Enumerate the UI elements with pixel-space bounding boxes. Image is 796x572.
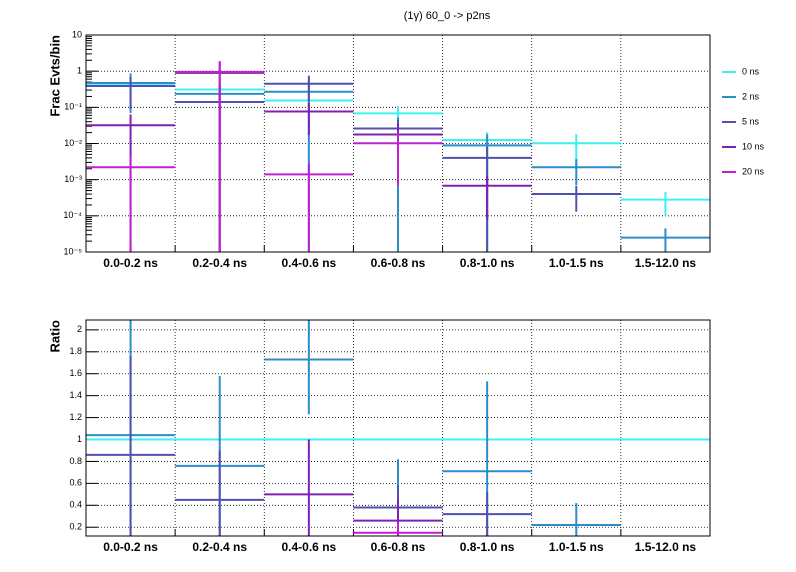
x-tick-label: 0.6-0.8 ns bbox=[371, 256, 426, 270]
y-tick-label: 1 bbox=[77, 434, 82, 444]
x-tick-label: 0.6-0.8 ns bbox=[371, 540, 426, 554]
plot-area bbox=[86, 61, 710, 252]
y-axis-label: Frac Evts/bin bbox=[47, 35, 62, 117]
y-tick-label: 10⁻³ bbox=[64, 174, 82, 184]
y-tick-label: 0.8 bbox=[69, 456, 82, 466]
plot-area bbox=[86, 320, 710, 536]
legend-label: 0 ns bbox=[742, 66, 760, 76]
frame bbox=[85, 319, 711, 537]
y-tick-label: 0.2 bbox=[69, 522, 82, 532]
frame bbox=[85, 34, 711, 253]
y-axis-label: Ratio bbox=[47, 320, 62, 353]
legend-label: 20 ns bbox=[742, 166, 765, 176]
y-tick-label: 10⁻² bbox=[64, 138, 82, 148]
x-tick-label: 1.5-12.0 ns bbox=[635, 540, 697, 554]
y-tick-label: 10⁻¹ bbox=[64, 102, 82, 112]
x-tick-label: 0.8-1.0 ns bbox=[460, 256, 515, 270]
x-tick-label: 0.8-1.0 ns bbox=[460, 540, 515, 554]
x-tick-label: 0.2-0.4 ns bbox=[192, 540, 247, 554]
y-tick-label: 1 bbox=[77, 66, 82, 76]
chart-title: (1γ) 60_0 -> p2ns bbox=[404, 10, 491, 22]
legend-label: 5 ns bbox=[742, 116, 760, 126]
x-tick-label: 0.4-0.6 ns bbox=[282, 540, 337, 554]
y-tick-label: 1.6 bbox=[69, 368, 82, 378]
y-tick-label: 1.2 bbox=[69, 412, 82, 422]
y-tick-label: 10⁻⁴ bbox=[63, 210, 82, 220]
x-tick-label: 1.0-1.5 ns bbox=[549, 540, 604, 554]
x-tick-label: 0.0-0.2 ns bbox=[103, 256, 158, 270]
x-tick-label: 0.0-0.2 ns bbox=[103, 540, 158, 554]
y-tick-label: 10⁻⁵ bbox=[64, 246, 83, 256]
y-tick-label: 1.8 bbox=[69, 346, 82, 356]
x-tick-label: 0.4-0.6 ns bbox=[282, 256, 337, 270]
y-tick-label: 2 bbox=[77, 324, 82, 334]
y-tick-label: 1.4 bbox=[69, 390, 82, 400]
y-tick-label: 10 bbox=[72, 29, 82, 39]
y-tick-label: 0.4 bbox=[69, 500, 82, 510]
legend-label: 10 ns bbox=[742, 141, 765, 151]
x-tick-label: 1.5-12.0 ns bbox=[635, 256, 697, 270]
legend-label: 2 ns bbox=[742, 91, 760, 101]
x-tick-label: 0.2-0.4 ns bbox=[192, 256, 247, 270]
y-tick-label: 0.6 bbox=[69, 478, 82, 488]
x-tick-label: 1.0-1.5 ns bbox=[549, 256, 604, 270]
